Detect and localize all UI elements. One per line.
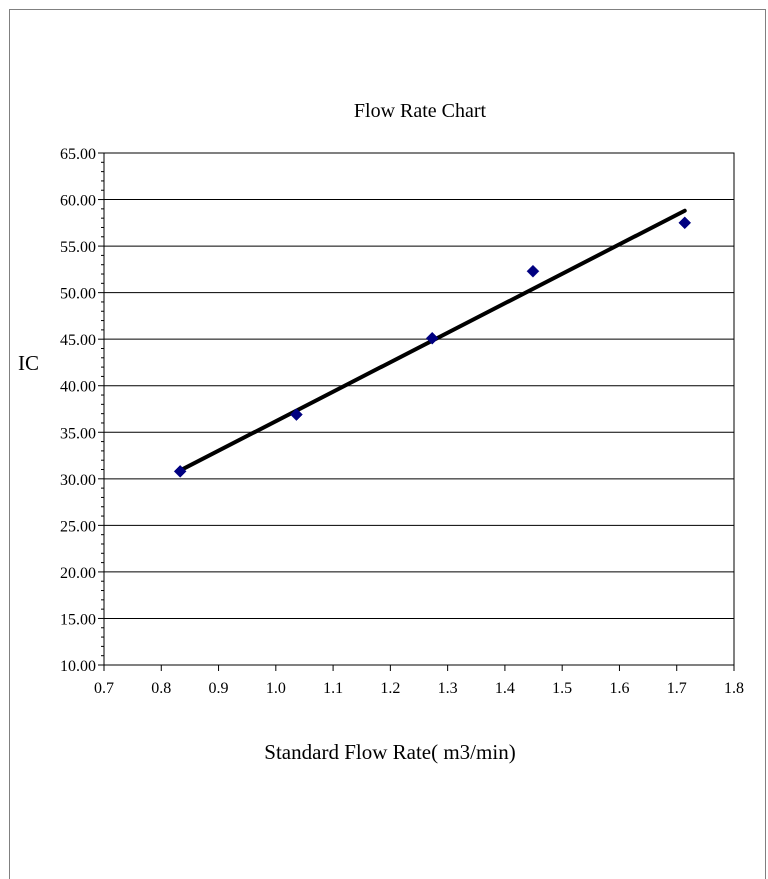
x-tick-label: 0.9	[209, 680, 229, 697]
chart-title: Flow Rate Chart	[354, 100, 487, 122]
plot-area	[103, 152, 735, 666]
series-layer	[173, 208, 692, 478]
y-tick-label: 20.00	[60, 565, 96, 582]
x-tick-label: 0.8	[151, 680, 171, 697]
data-point	[526, 264, 540, 278]
chart-area	[9, 9, 766, 879]
y-tick-label: 55.00	[60, 239, 96, 256]
x-tick-label: 0.7	[94, 680, 114, 697]
x-axis-tick-labels: 0.7 0.8 0.9 1.0 1.1 1.2 1.3 1.4 1.5 1.6 1.7 1.8	[94, 680, 744, 697]
y-tick-label: 50.00	[60, 286, 96, 303]
data-point	[173, 465, 187, 478]
y-axis-tick-labels: 10.00 15.00 20.00 25.00 30.00 35.00 40.00 45.00…	[60, 146, 96, 675]
x-tick-label: 1.3	[438, 680, 458, 697]
x-tick-label: 1.6	[609, 680, 629, 697]
y-tick-label: 40.00	[60, 379, 96, 396]
x-tick-label: 1.8	[724, 680, 744, 697]
data-point	[678, 216, 692, 230]
y-tick-label: 60.00	[60, 193, 96, 210]
y-axis-title: IC	[18, 351, 39, 375]
x-axis-title: Standard Flow Rate( m3/min)	[264, 740, 515, 764]
data-point	[425, 331, 439, 345]
y-tick-label: 65.00	[60, 146, 96, 163]
y-tick-label: 30.00	[60, 472, 96, 489]
gridlines	[104, 199, 734, 619]
x-tick-label: 1.0	[266, 680, 286, 697]
y-minor-ticks	[101, 161, 104, 657]
y-tick-label: 25.00	[60, 518, 96, 535]
x-tick-label: 1.4	[495, 680, 515, 697]
x-tick-label: 1.1	[323, 680, 343, 697]
y-tick-label: 15.00	[60, 611, 96, 628]
x-tick-label: 1.2	[380, 680, 400, 697]
y-tick-label: 35.00	[60, 425, 96, 442]
y-tick-label: 10.00	[60, 658, 96, 675]
x-axis-ticks	[98, 152, 735, 671]
x-tick-label: 1.7	[667, 680, 687, 697]
data-point	[290, 408, 303, 421]
x-tick-label: 1.5	[552, 680, 572, 697]
y-tick-label: 45.00	[60, 332, 96, 349]
